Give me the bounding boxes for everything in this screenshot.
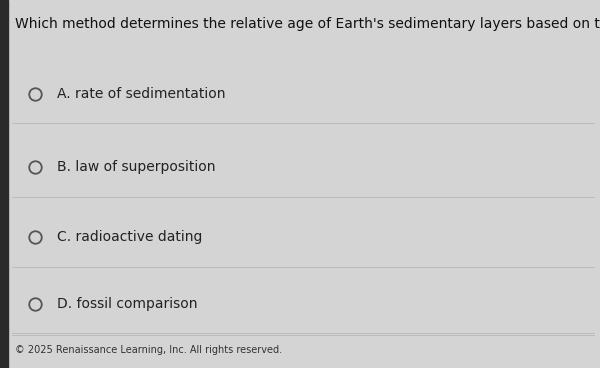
Text: © 2025 Renaissance Learning, Inc. All rights reserved.: © 2025 Renaissance Learning, Inc. All ri…: [15, 344, 282, 355]
Text: B. law of superposition: B. law of superposition: [57, 160, 215, 174]
Text: A. rate of sedimentation: A. rate of sedimentation: [57, 87, 226, 101]
Text: C. radioactive dating: C. radioactive dating: [57, 230, 202, 244]
Text: Which method determines the relative age of Earth's sedimentary layers based on : Which method determines the relative age…: [15, 17, 600, 31]
Bar: [0, 0, 8, 368]
Text: D. fossil comparison: D. fossil comparison: [57, 297, 197, 311]
